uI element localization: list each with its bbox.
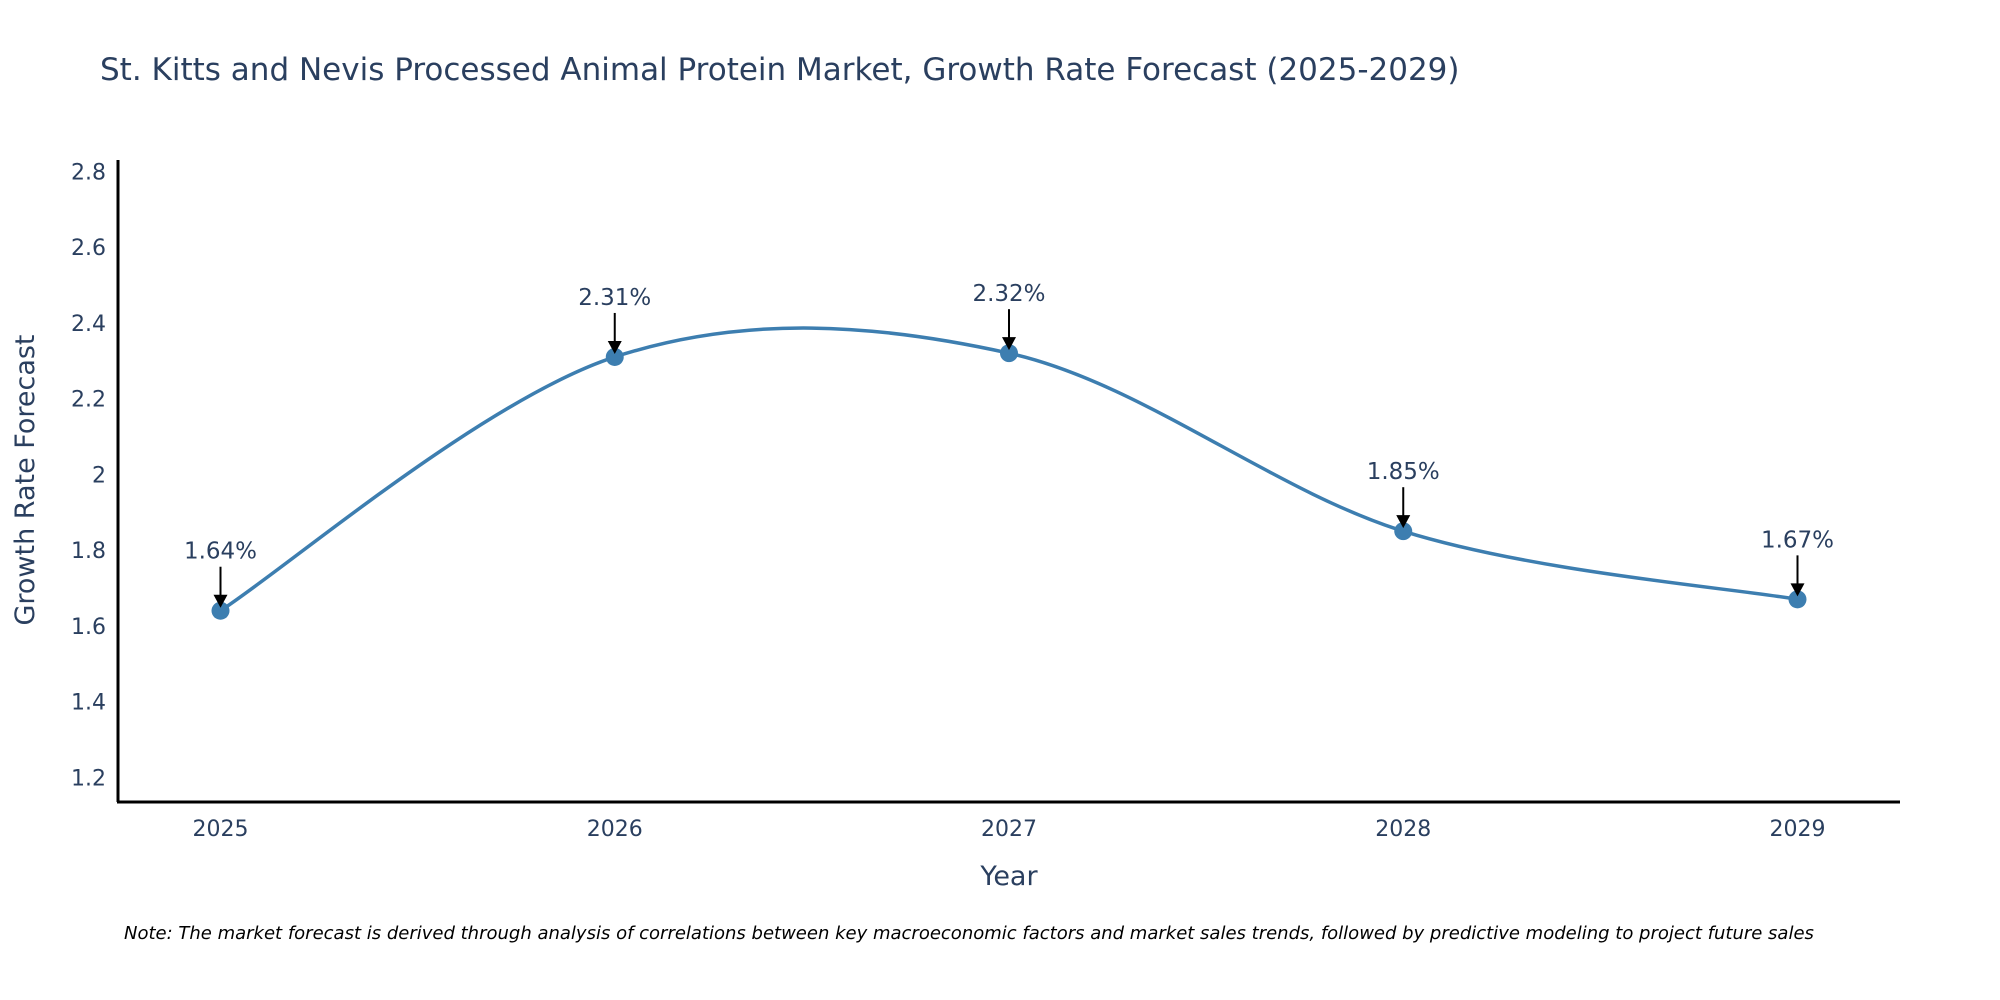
x-axis-ticks: 2025 2026 2027 2028 2029 [193, 817, 1826, 842]
y-tick-label: 1.6 [71, 615, 106, 640]
axes [116, 160, 1900, 804]
arrow-down-icon [607, 340, 622, 354]
data-point-marker[interactable] [605, 347, 624, 366]
data-point-marker[interactable] [1000, 344, 1018, 363]
arrow-down-icon [1396, 515, 1411, 529]
annotation-label: 1.64% [184, 539, 257, 565]
arrow-down-icon [1002, 337, 1016, 351]
data-point-marker[interactable] [211, 601, 230, 620]
data-annotation: 1.85% [1367, 459, 1440, 529]
data-annotation: 1.64% [184, 539, 257, 608]
annotation-label: 1.67% [1761, 527, 1834, 553]
data-point-marker[interactable] [1788, 590, 1807, 609]
data-point-marker[interactable] [1394, 522, 1413, 541]
y-tick-label: 1.8 [71, 539, 106, 564]
data-annotation: 2.31% [578, 285, 651, 354]
x-tick-label: 2025 [193, 817, 249, 842]
x-axis-title: Year [979, 861, 1038, 892]
x-tick-label: 2026 [587, 817, 643, 842]
y-tick-label: 2.6 [71, 236, 106, 261]
y-axis-title: Growth Rate Forecast [10, 334, 41, 625]
annotation-label: 2.32% [972, 281, 1045, 307]
y-tick-label: 2.4 [71, 312, 106, 337]
annotation-label: 2.31% [578, 285, 651, 311]
x-tick-label: 2027 [981, 817, 1037, 842]
footnote: Note: The market forecast is derived thr… [124, 923, 1814, 944]
y-tick-label: 2 [92, 463, 106, 488]
x-tick-label: 2029 [1769, 817, 1825, 842]
y-tick-label: 2.8 [71, 160, 106, 185]
arrow-down-icon [213, 594, 228, 608]
data-annotation: 1.67% [1761, 527, 1834, 597]
data-annotation: 2.32% [972, 281, 1046, 351]
y-tick-label: 1.4 [71, 691, 106, 716]
chart-title: St. Kitts and Nevis Processed Animal Pro… [100, 52, 1460, 88]
y-tick-label: 2.2 [71, 388, 106, 413]
x-tick-label: 2028 [1375, 817, 1431, 842]
series-group [211, 326, 1807, 620]
arrow-down-icon [1790, 583, 1805, 597]
annotations-group: 1.64% 2.31% 2.32% 1.85% 1.67% [184, 281, 1834, 608]
y-axis-ticks: 1.2 1.4 1.6 1.8 2 2.2 2.4 2.6 2.8 [71, 160, 106, 791]
series-line [219, 326, 1798, 613]
annotation-label: 1.85% [1367, 459, 1440, 485]
y-tick-label: 1.2 [71, 766, 106, 791]
